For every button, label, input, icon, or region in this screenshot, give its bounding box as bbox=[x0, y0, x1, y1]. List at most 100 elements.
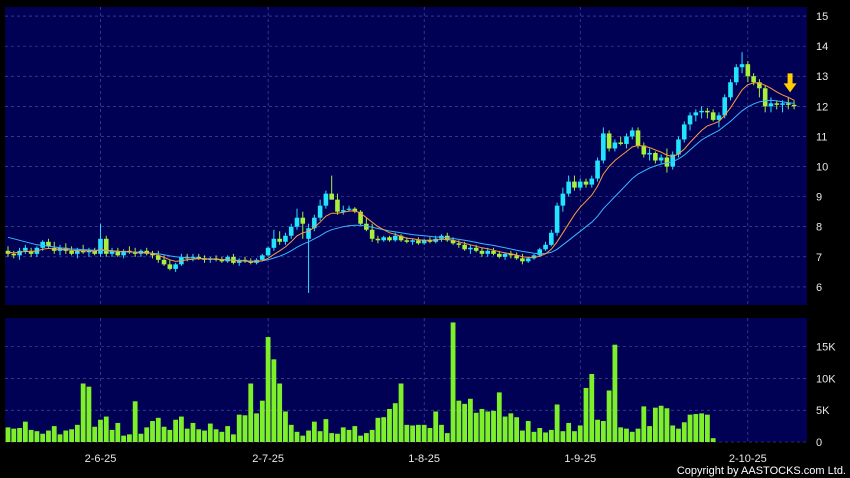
candle bbox=[155, 250, 161, 263]
candle bbox=[236, 258, 242, 266]
candle bbox=[658, 154, 664, 164]
candle bbox=[317, 199, 323, 221]
volume-bar bbox=[508, 413, 514, 442]
candle-body bbox=[676, 139, 681, 155]
volume-bar bbox=[439, 424, 444, 442]
candle-body bbox=[392, 235, 398, 241]
volume-bar bbox=[554, 404, 560, 442]
volume-bar bbox=[699, 413, 704, 442]
candle bbox=[641, 142, 647, 158]
candle bbox=[710, 109, 716, 122]
volume-bar bbox=[80, 383, 86, 442]
candle-body bbox=[300, 217, 306, 224]
volume-bar bbox=[363, 433, 369, 442]
candle bbox=[485, 247, 491, 257]
candle-body bbox=[375, 238, 381, 241]
volume-bar bbox=[5, 427, 11, 442]
candle-body bbox=[381, 237, 386, 241]
down-arrow-shape bbox=[783, 73, 797, 93]
volume-bar bbox=[462, 403, 468, 442]
volume-bar bbox=[265, 337, 271, 442]
candle-body bbox=[155, 255, 161, 260]
volume-tick-label: 5K bbox=[816, 405, 830, 417]
volume-bar bbox=[577, 425, 583, 442]
volume-bar bbox=[433, 411, 439, 442]
candle bbox=[601, 127, 606, 164]
price-axis: 6 7 8 9 10 11 12 13 14 15 bbox=[816, 11, 828, 294]
volume-bar bbox=[207, 423, 213, 442]
volume-bar bbox=[456, 400, 462, 442]
volume-bar bbox=[155, 417, 161, 442]
candle-body bbox=[369, 229, 375, 239]
candle bbox=[687, 112, 693, 131]
candle bbox=[150, 250, 155, 259]
candle-body bbox=[236, 259, 242, 263]
candle bbox=[653, 151, 658, 164]
price-tick-label: 7 bbox=[816, 252, 822, 264]
candle bbox=[543, 241, 548, 251]
volume-bar bbox=[595, 419, 600, 442]
candle-body bbox=[699, 110, 704, 113]
volume-bar bbox=[202, 430, 207, 442]
volume-bar bbox=[560, 431, 566, 442]
candle bbox=[260, 253, 265, 262]
candle-body bbox=[757, 82, 762, 89]
candle-body bbox=[115, 250, 121, 256]
volume-bar bbox=[404, 424, 410, 442]
volume-bar bbox=[537, 428, 543, 442]
volume-bar bbox=[641, 406, 647, 442]
candle bbox=[271, 229, 277, 251]
volume-bar bbox=[525, 421, 531, 442]
volume-bar bbox=[624, 428, 629, 442]
volume-bar bbox=[173, 419, 179, 442]
volume-bar bbox=[369, 429, 375, 442]
volume-axis: 0 5K 10K 15K bbox=[816, 342, 836, 449]
candle-body bbox=[479, 250, 485, 254]
volume-bar bbox=[502, 416, 508, 442]
volume-bar bbox=[566, 422, 572, 442]
candle-body bbox=[780, 103, 785, 105]
volume-bar bbox=[520, 430, 525, 442]
volume-bar bbox=[687, 414, 693, 442]
candle bbox=[681, 121, 687, 143]
candle bbox=[670, 151, 675, 170]
volume-tick-label: 0 bbox=[816, 437, 822, 449]
price-tick-label: 10 bbox=[816, 162, 828, 174]
candle-body bbox=[312, 217, 317, 229]
volume-bar bbox=[179, 416, 184, 442]
candle-body bbox=[560, 193, 566, 206]
candle-body bbox=[786, 103, 791, 105]
candle bbox=[508, 250, 514, 259]
volume-bar bbox=[415, 424, 421, 442]
volume-bar bbox=[606, 390, 612, 442]
candle-body bbox=[549, 232, 554, 245]
candle-body bbox=[17, 250, 22, 256]
volume-bar bbox=[635, 428, 641, 442]
candle-body bbox=[693, 112, 699, 116]
price-tick-label: 13 bbox=[816, 71, 828, 83]
volume-bar bbox=[710, 438, 716, 442]
candle-body bbox=[265, 247, 271, 256]
volume-bar bbox=[352, 426, 358, 442]
candle-body bbox=[462, 244, 467, 250]
candle-body bbox=[404, 240, 410, 242]
volume-bar bbox=[231, 434, 236, 442]
volume-bar bbox=[103, 416, 109, 442]
volume-bar bbox=[358, 435, 363, 442]
candle-body bbox=[514, 255, 519, 259]
date-tick-label: 1-9-25 bbox=[564, 453, 596, 465]
candle bbox=[479, 247, 485, 257]
candle-body bbox=[710, 112, 716, 120]
candle-body bbox=[427, 240, 433, 242]
volume-bar bbox=[664, 408, 670, 442]
price-tick-label: 12 bbox=[816, 101, 828, 113]
candle-body bbox=[40, 241, 45, 248]
candle bbox=[109, 247, 115, 257]
candle-body bbox=[161, 259, 167, 265]
volume-tick-label: 15K bbox=[816, 342, 836, 354]
volume-bar bbox=[676, 428, 681, 442]
volume-bar bbox=[311, 421, 317, 442]
candle bbox=[739, 52, 745, 74]
candle-body bbox=[387, 237, 392, 241]
candle-body bbox=[86, 250, 92, 253]
